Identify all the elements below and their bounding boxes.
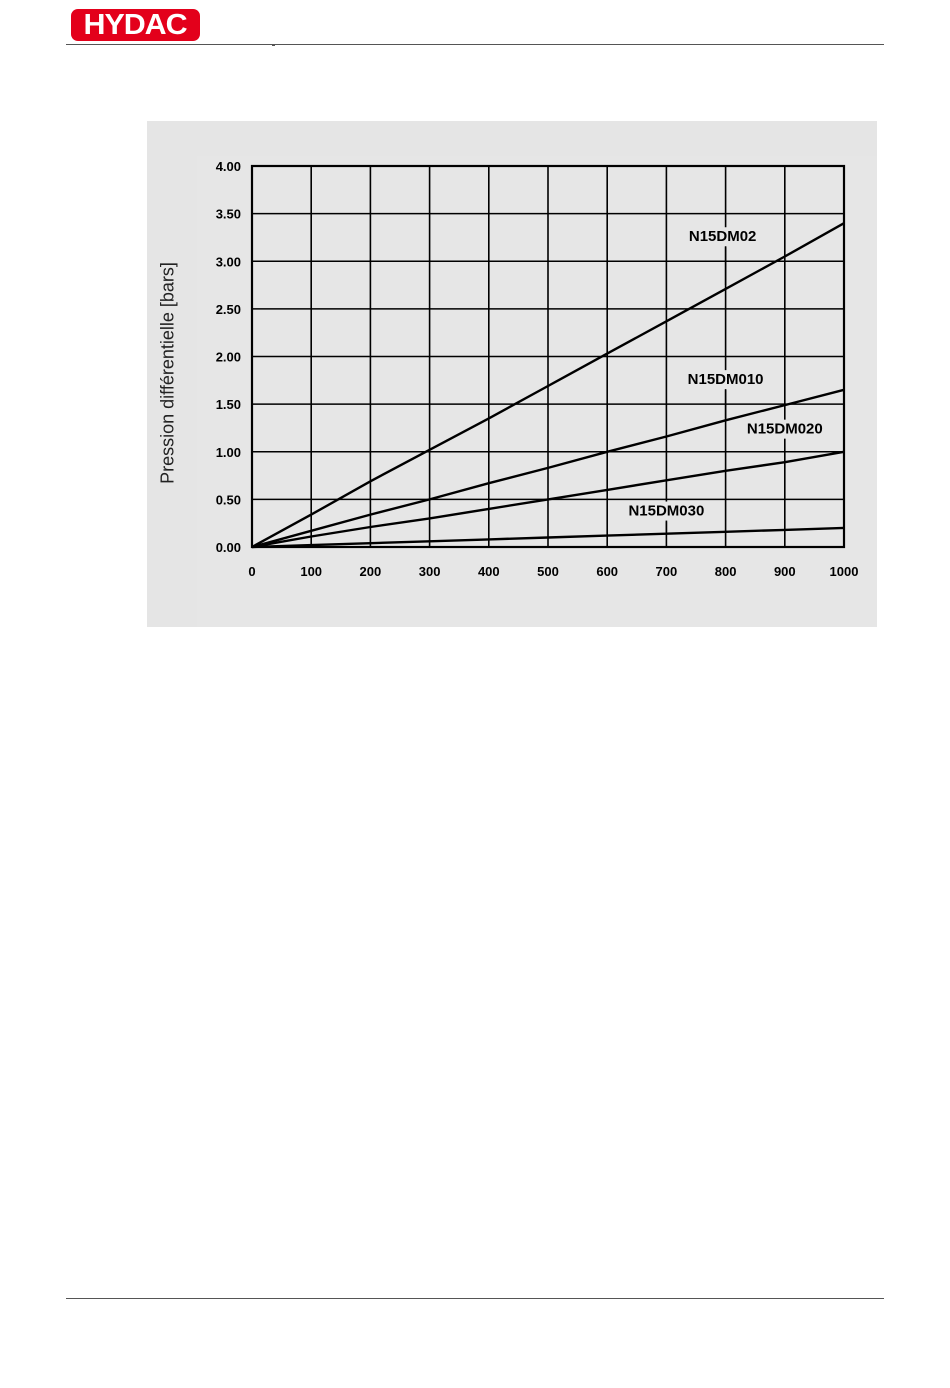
annotation-bg [740, 419, 829, 439]
y-tick-label: 2.00 [216, 350, 241, 365]
annotation-bg [681, 370, 770, 390]
x-tick-label: 100 [300, 564, 322, 579]
series-line-n15dm02 [251, 222, 845, 549]
annotation-label: N15DM02 [689, 228, 757, 245]
y-tick-label: 0.50 [216, 492, 241, 507]
y-tick-label: 3.50 [216, 207, 241, 222]
y-tick-label: 0.00 [216, 540, 241, 555]
x-tick-label: 700 [656, 564, 678, 579]
series-line-n15dm020 [251, 450, 845, 549]
y-tick-label: 1.00 [216, 445, 241, 460]
x-tick-label: 200 [360, 564, 382, 579]
footer-rule [66, 1298, 884, 1299]
annotation-bg [683, 227, 762, 247]
logo-text: HYDAC [83, 8, 188, 41]
x-tick-label: 400 [478, 564, 500, 579]
header-rule-tick [272, 44, 275, 46]
series-line-n15dm010 [251, 388, 845, 549]
annotation-label: N15DM020 [747, 421, 823, 438]
pressure-chart: 0 100 200 300 400 500 600 700 800 900 1000 0.00 0.50… [197, 156, 877, 627]
y-axis-label: Pression différentielle [bars] [157, 262, 178, 484]
x-tick-label: 800 [715, 564, 737, 579]
chart-panel: 0 100 200 300 400 500 600 700 800 900 1000 0.00 0.50… [147, 121, 877, 627]
annotation-label: N15DM010 [688, 371, 764, 388]
series-line-n15dm030 [251, 526, 845, 549]
x-tick-label: 500 [537, 564, 559, 579]
x-tick-label: 0 [248, 564, 255, 579]
y-tick-label: 3.00 [216, 254, 241, 269]
x-tick-label: 600 [596, 564, 618, 579]
plot-frame [250, 164, 846, 549]
x-tick-label: 1000 [830, 564, 859, 579]
y-tick-label: 2.50 [216, 302, 241, 317]
annotation-label: N15DM030 [628, 503, 704, 520]
y-tick-label: 4.00 [216, 159, 241, 174]
x-tick-label: 900 [774, 564, 796, 579]
hydac-logo: HYDAC [71, 9, 200, 41]
y-tick-label: 1.50 [216, 397, 241, 412]
x-tick-label: 300 [419, 564, 441, 579]
annotation-bg [622, 501, 711, 521]
header-rule [66, 44, 884, 45]
